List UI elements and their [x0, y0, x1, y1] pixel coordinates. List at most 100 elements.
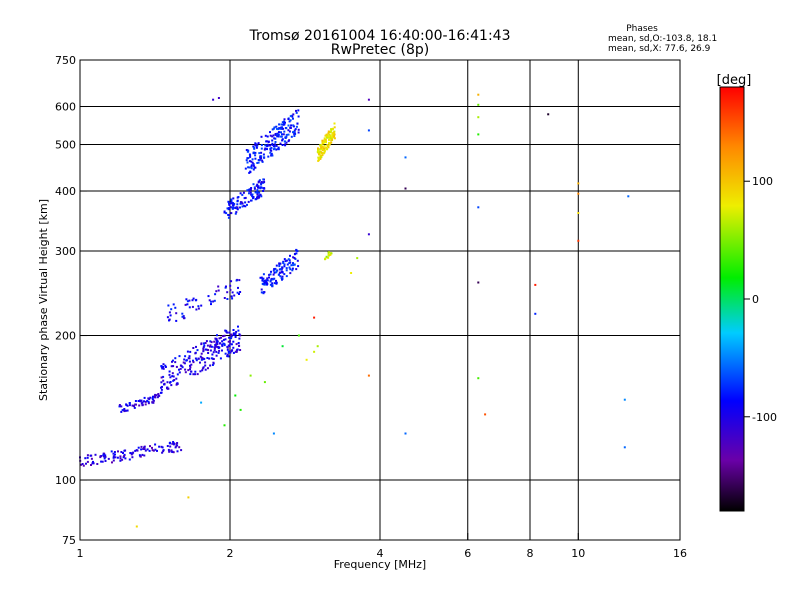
- data-point: [253, 186, 256, 189]
- data-point: [265, 279, 268, 282]
- data-point: [101, 460, 104, 463]
- data-point: [256, 191, 259, 194]
- data-point: [333, 122, 336, 125]
- data-point: [213, 347, 216, 350]
- data-point: [118, 405, 121, 408]
- data-point: [170, 365, 173, 368]
- data-point: [136, 449, 139, 452]
- data-point: [195, 359, 198, 362]
- data-point: [232, 346, 235, 349]
- data-point: [152, 395, 154, 398]
- data-point: [317, 147, 319, 150]
- data-point: [294, 128, 297, 131]
- data-point: [161, 385, 163, 388]
- data-point: [235, 211, 238, 214]
- data-point: [269, 144, 271, 147]
- data-point: [254, 151, 257, 154]
- data-point: [276, 127, 278, 130]
- data-point: [170, 384, 173, 387]
- data-point: [174, 357, 177, 360]
- data-point: [213, 346, 216, 349]
- data-point: [217, 97, 220, 99]
- data-point: [293, 129, 296, 132]
- data-point: [162, 449, 165, 452]
- data-point: [178, 371, 181, 374]
- data-point: [221, 340, 224, 343]
- data-point: [296, 259, 299, 262]
- data-point: [117, 450, 119, 453]
- data-point: [577, 239, 580, 242]
- data-point: [207, 295, 210, 298]
- data-point: [175, 319, 178, 322]
- stats-line-o: mean, sd,O:-103.8, 18.1: [608, 34, 717, 44]
- data-point: [263, 283, 265, 286]
- data-point: [319, 144, 322, 147]
- data-point: [123, 453, 126, 456]
- data-point: [277, 146, 280, 149]
- data-point: [278, 265, 281, 268]
- data-point: [281, 345, 284, 348]
- data-point: [264, 134, 267, 137]
- data-point: [262, 153, 265, 156]
- data-point: [249, 374, 252, 377]
- data-point: [171, 442, 174, 445]
- data-point: [274, 143, 277, 146]
- data-point: [134, 449, 137, 452]
- data-point: [325, 146, 328, 149]
- data-point: [175, 312, 178, 315]
- data-point: [320, 143, 323, 146]
- data-point: [404, 156, 407, 159]
- data-point: [252, 145, 255, 148]
- data-point: [204, 348, 207, 351]
- data-point: [86, 460, 89, 463]
- data-point: [238, 344, 241, 347]
- data-point: [267, 143, 270, 146]
- data-point: [271, 135, 274, 138]
- colorbar-ticks: 100 0 -100: [744, 175, 777, 424]
- data-point: [264, 147, 267, 150]
- data-point: [184, 368, 187, 371]
- data-point: [256, 193, 259, 196]
- data-point: [256, 144, 259, 147]
- data-point: [237, 286, 239, 289]
- data-point: [143, 447, 145, 449]
- data-point: [329, 131, 332, 134]
- data-point: [258, 196, 261, 198]
- data-point: [271, 282, 274, 285]
- data-point: [331, 134, 334, 137]
- data-point: [124, 449, 127, 452]
- data-point: [254, 144, 257, 147]
- data-point: [230, 280, 233, 283]
- data-point: [230, 337, 233, 340]
- data-point: [199, 355, 202, 358]
- data-point: [171, 372, 174, 375]
- data-point: [233, 333, 235, 336]
- data-point: [224, 352, 227, 355]
- data-point: [234, 336, 237, 338]
- data-point: [269, 134, 272, 137]
- data-point: [192, 359, 194, 362]
- data-point: [279, 127, 282, 130]
- data-point: [104, 455, 107, 458]
- data-point: [235, 350, 238, 353]
- data-point: [283, 258, 286, 261]
- data-point: [323, 147, 325, 150]
- data-point: [234, 212, 237, 215]
- data-point: [283, 118, 286, 121]
- data-point: [238, 293, 240, 295]
- data-point: [191, 299, 194, 302]
- data-point: [194, 370, 197, 373]
- data-point: [250, 167, 253, 170]
- data-point: [152, 399, 155, 402]
- data-point: [174, 446, 177, 449]
- data-point: [260, 276, 263, 279]
- data-point: [242, 191, 245, 194]
- data-point: [110, 450, 113, 453]
- data-point: [239, 192, 242, 195]
- data-point: [275, 271, 278, 274]
- data-point: [244, 201, 247, 204]
- data-point: [232, 206, 235, 209]
- data-point: [187, 369, 190, 372]
- data-point: [210, 345, 213, 348]
- data-point: [228, 351, 230, 354]
